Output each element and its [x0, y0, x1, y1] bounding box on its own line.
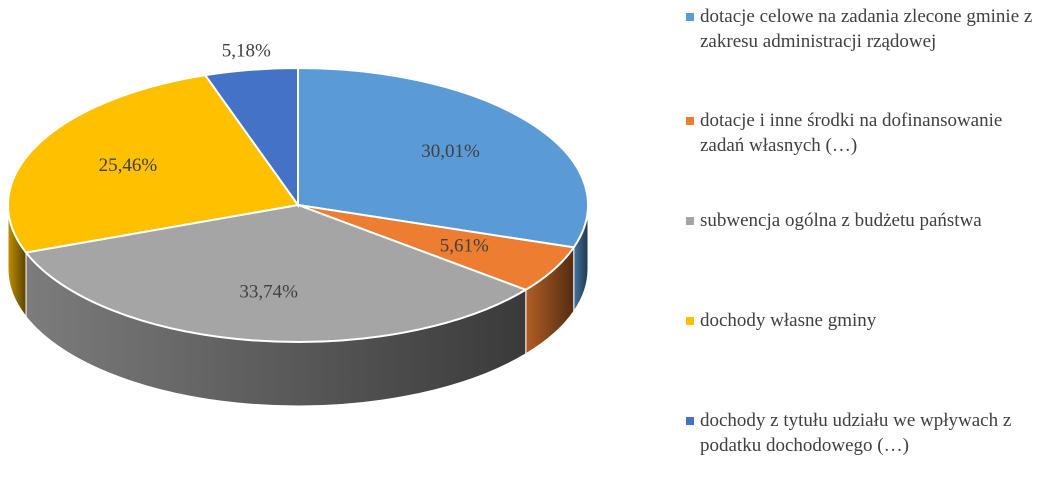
data-label: 5,18%	[222, 41, 271, 62]
legend-label: dochody własne gminy	[700, 310, 877, 331]
chart: 30,01% 5,61% 33,74% 25,46% 5,18%	[7, 41, 589, 407]
slice	[7, 74, 300, 254]
legend-marker	[686, 317, 694, 325]
legend-marker	[686, 417, 694, 425]
legend-marker	[686, 117, 694, 125]
slice	[297, 66, 589, 249]
legend-entry: subwencja ogólna z budżetu państwa	[686, 208, 1048, 233]
data-label: 33,74%	[239, 281, 298, 302]
slice	[203, 66, 299, 209]
legend-entry: dochody z tytułu udziału we wpływach z p…	[686, 408, 1048, 458]
legend-label: subwencja ogólna z budżetu państwa	[700, 210, 982, 231]
legend-marker	[686, 217, 694, 225]
legend-label: dochody z tytułu udziału we wpływach z p…	[700, 410, 1012, 456]
legend-entry: dotacje i inne środki na dofinansowanie …	[686, 108, 1048, 158]
data-label: 25,46%	[99, 155, 158, 176]
slice	[24, 203, 529, 343]
legend-label: dotacje i inne środki na dofinansowanie …	[700, 110, 1003, 156]
legend-entry: dochody własne gminy	[686, 308, 1048, 333]
data-label: 5,61%	[440, 235, 489, 256]
legend-marker	[686, 13, 694, 21]
legend-label: dotacje celowe na zadania zlecone gminie…	[700, 6, 1033, 52]
legend-entry: dotacje celowe na zadania zlecone gminie…	[686, 4, 1048, 54]
data-label: 30,01%	[421, 141, 480, 162]
